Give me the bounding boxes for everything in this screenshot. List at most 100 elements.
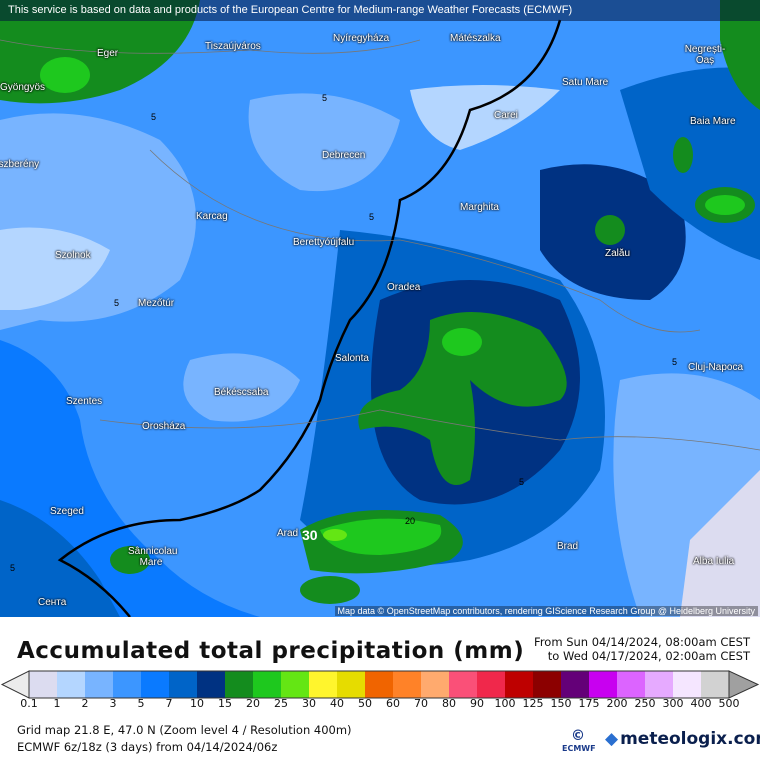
- legend-tick: 200: [606, 697, 628, 710]
- city-label: Zalău: [605, 248, 631, 259]
- legend-swatch: [113, 671, 141, 698]
- forecast-period: From Sun 04/14/2024, 08:00am CEST to Wed…: [534, 635, 750, 663]
- city-label: Negrești-Oaș: [684, 44, 726, 66]
- precipitation-map[interactable]: This service is based on data and produc…: [0, 0, 760, 617]
- meteologix-logo-text: meteologix.com: [620, 729, 760, 749]
- legend-tick: 1: [53, 697, 61, 710]
- legend-swatch: [673, 671, 701, 698]
- ecmwf-icon: ©: [571, 728, 585, 744]
- legend-swatch: [169, 671, 197, 698]
- legend-swatch: [589, 671, 617, 698]
- legend-tick: 5: [137, 697, 145, 710]
- legend-swatch: [393, 671, 421, 698]
- city-label: Jászberény: [0, 159, 40, 170]
- contour-label: 5: [519, 477, 525, 487]
- meteologix-icon: ◆: [605, 729, 619, 749]
- ecmwf-notice: This service is based on data and produc…: [0, 0, 760, 21]
- legend-swatch: [281, 671, 309, 698]
- city-label: Békéscsaba: [214, 387, 269, 398]
- legend-swatch: [225, 671, 253, 698]
- city-label: Сента: [38, 597, 67, 608]
- legend-swatch: [85, 671, 113, 698]
- period-from: From Sun 04/14/2024, 08:00am CEST: [534, 635, 750, 649]
- legend-swatch: [365, 671, 393, 698]
- city-label: Szolnok: [55, 250, 91, 261]
- legend-tick: 0.1: [20, 697, 38, 710]
- legend-swatch: [533, 671, 561, 698]
- contour-label: 5: [672, 357, 678, 367]
- grid-info: Grid map 21.8 E, 47.0 N (Zoom level 4 / …: [17, 723, 352, 737]
- legend-swatch: [561, 671, 589, 698]
- legend-tick: 90: [470, 697, 484, 710]
- legend-swatch: [253, 671, 281, 698]
- precipitation-field: [0, 0, 760, 617]
- legend-over-arrow: [728, 670, 760, 699]
- legend-tick: 25: [274, 697, 288, 710]
- legend-tick: 3: [109, 697, 117, 710]
- city-label: Orosháza: [142, 421, 186, 432]
- legend-tick: 150: [550, 697, 572, 710]
- city-label: Sânnicolau Mare: [128, 546, 178, 568]
- legend-tick: 40: [330, 697, 344, 710]
- color-legend: [0, 670, 760, 699]
- contour-label: 30: [302, 527, 318, 543]
- legend-under-arrow: [0, 670, 30, 699]
- legend-tick: 300: [662, 697, 684, 710]
- city-label: Nyíregyháza: [333, 33, 390, 44]
- city-label: Baia Mare: [690, 116, 736, 127]
- map-title: Accumulated total precipitation (mm): [17, 638, 525, 664]
- legend-tick: 500: [718, 697, 740, 710]
- meteologix-logo[interactable]: ◆ meteologix.com: [605, 729, 760, 749]
- city-label: Szentes: [66, 396, 103, 407]
- legend-swatch: [449, 671, 477, 698]
- legend-tick: 2: [81, 697, 89, 710]
- legend-swatch: [505, 671, 533, 698]
- legend-swatch: [57, 671, 85, 698]
- ecmwf-logo: © ECMWF: [562, 728, 596, 753]
- city-label: Oradea: [387, 282, 421, 293]
- legend-tick: 20: [246, 697, 260, 710]
- city-label: Satu Mare: [562, 77, 609, 88]
- legend-swatch: [309, 671, 337, 698]
- legend-swatch: [421, 671, 449, 698]
- legend-tick: 125: [522, 697, 544, 710]
- legend-tick: 400: [690, 697, 712, 710]
- city-label: Alba Iulia: [693, 556, 735, 567]
- ecmwf-logo-text: ECMWF: [562, 744, 596, 753]
- map-attribution: Map data © OpenStreetMap contributors, r…: [334, 606, 758, 616]
- legend-swatch: [645, 671, 673, 698]
- city-label: Berettyóújfalu: [293, 237, 355, 248]
- legend-tick: 100: [494, 697, 516, 710]
- legend-tick: 60: [386, 697, 400, 710]
- model-info: ECMWF 6z/18z (3 days) from 04/14/2024/06…: [17, 740, 278, 754]
- legend-swatch: [29, 671, 57, 698]
- city-label: Szeged: [50, 506, 84, 517]
- legend-swatch: [337, 671, 365, 698]
- legend-tick: 70: [414, 697, 428, 710]
- city-label: Marghita: [460, 202, 499, 213]
- city-label: Salonta: [335, 353, 369, 364]
- legend-swatch: [197, 671, 225, 698]
- city-label: Tiszaújváros: [205, 41, 261, 52]
- legend-tick: 175: [578, 697, 600, 710]
- legend-tick: 15: [218, 697, 232, 710]
- legend-ticks: 0.1 1 2 3 5 7 10 15 20 25 30 40 50 60 70 80 90 100 125 150 1…: [0, 697, 760, 711]
- legend-swatch: [141, 671, 169, 698]
- period-to: to Wed 04/17/2024, 02:00am CEST: [547, 649, 750, 663]
- legend-tick: 50: [358, 697, 372, 710]
- contour-label: 5: [10, 563, 16, 573]
- legend-swatch: [701, 671, 729, 698]
- legend-tick: 30: [302, 697, 316, 710]
- legend-swatch: [477, 671, 505, 698]
- legend-tick: 10: [190, 697, 204, 710]
- city-label: Mátészalka: [450, 33, 501, 44]
- city-label: Cluj-Napoca: [688, 362, 744, 373]
- contour-label: 20: [405, 516, 416, 526]
- city-label: Brad: [557, 541, 579, 552]
- city-label: Karcag: [196, 211, 228, 222]
- city-label: Gyöngyös: [0, 82, 46, 93]
- city-label: Carei: [494, 110, 518, 121]
- legend-tick: 7: [165, 697, 173, 710]
- city-label: Arad: [277, 528, 299, 539]
- legend-tick: 80: [442, 697, 456, 710]
